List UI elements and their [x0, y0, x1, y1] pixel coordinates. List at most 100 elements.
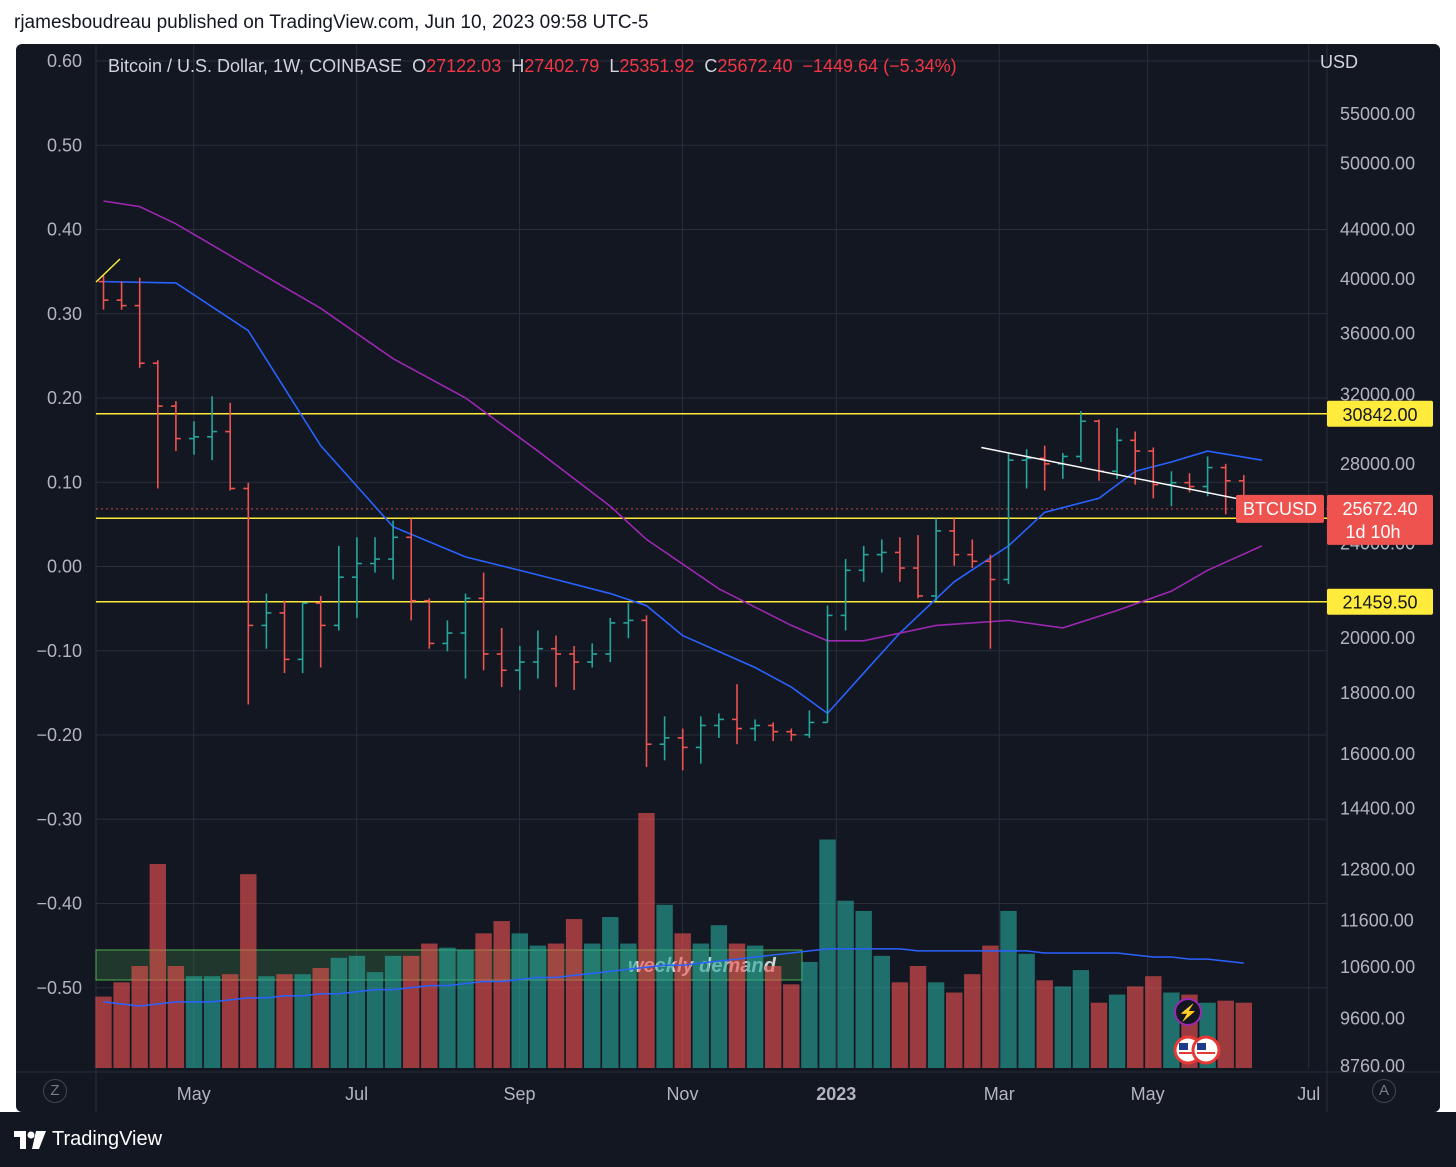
- open-value: 27122.03: [426, 56, 502, 76]
- axes-group: 0.60 0.50 0.40 0.30 0.20 0.10 0.00 −0.10 −0.20 −0…: [36, 51, 1433, 1104]
- ohlc-bar: [243, 482, 254, 705]
- ohlc-bars: [98, 275, 1249, 771]
- price-axis-tick: 14400.00: [1340, 798, 1415, 818]
- ohlc-bar: [967, 539, 978, 569]
- ohlc-bar: [98, 275, 109, 310]
- time-axis-tick: May: [1131, 1084, 1165, 1104]
- volume-bar: [511, 933, 528, 1068]
- ohlc-bar: [677, 728, 688, 771]
- volume-bar: [927, 982, 945, 1068]
- volume-bar: [276, 974, 293, 1068]
- volume-bar: [203, 976, 221, 1068]
- symbol-tag-bg: [1236, 494, 1324, 523]
- volume-bar: [222, 974, 239, 1068]
- zoom-toggle-button[interactable]: Z: [43, 1079, 67, 1103]
- volume-bar: [366, 972, 384, 1068]
- ohlc-bar: [424, 598, 435, 649]
- volume-bar: [891, 982, 909, 1068]
- ohlc-bar: [1220, 463, 1231, 515]
- price-axis-tick: 18000.00: [1340, 683, 1415, 703]
- level-tag-bg: [1327, 400, 1433, 427]
- chart-svg[interactable]: weekly demand ⚡ 0.600.500.400.300.200.10…: [16, 44, 1440, 1112]
- ohlc-bar: [388, 520, 399, 580]
- chart-header: Bitcoin / U.S. Dollar, 1W, COINBASE O271…: [108, 56, 957, 77]
- ohlc-bar: [587, 643, 598, 668]
- time-axis-tick: Jul: [345, 1084, 368, 1104]
- trend-line: [981, 446, 1286, 510]
- time-axis-tick: 2023: [816, 1084, 856, 1104]
- volume-bar: [1018, 953, 1035, 1068]
- ohlc-bar: [315, 595, 326, 668]
- ohlc-bar: [659, 716, 670, 761]
- price-axis-tick: 32000.00: [1340, 385, 1415, 405]
- level-tag: 30842.00: [1342, 405, 1417, 425]
- left-axis-tick: 0.50: [47, 135, 82, 155]
- price-axis-panel: [1327, 44, 1440, 1112]
- ohlc-bar: [605, 617, 616, 663]
- volume-bar: [1036, 980, 1053, 1068]
- volume-bar: [728, 943, 746, 1068]
- ohlc-bar: [496, 627, 507, 688]
- left-axis-tick: −0.10: [36, 641, 82, 661]
- volume-bar: [692, 943, 709, 1068]
- ohlc-bar: [351, 537, 362, 618]
- ohlc-bar: [804, 710, 815, 738]
- volume-bar: [964, 974, 981, 1068]
- overlay-group: ⚡: [95, 258, 1286, 1065]
- ohlc-bar: [261, 593, 272, 649]
- volume-bar: [801, 961, 818, 1068]
- volume-bar: [131, 966, 148, 1068]
- price-axis-tick: 50000.00: [1340, 153, 1415, 173]
- price-axis-tick: 10600.00: [1340, 957, 1415, 977]
- auto-scale-button[interactable]: A: [1372, 1079, 1396, 1103]
- ohlc-bar: [750, 719, 761, 742]
- left-axis-tick: −0.40: [36, 894, 82, 914]
- close-label: C: [704, 56, 718, 76]
- ohlc-bar: [189, 421, 199, 455]
- volume-bar: [602, 917, 619, 1068]
- last-price-tag-bg: [1327, 494, 1433, 545]
- tradingview-logo[interactable]: TradingView: [14, 1128, 162, 1151]
- lightning-icon: ⚡: [1178, 1003, 1198, 1022]
- left-axis-tick: 0.40: [47, 220, 82, 240]
- event-icon: [1174, 998, 1202, 1026]
- volume-bar: [765, 966, 782, 1068]
- ohlc-bar: [225, 402, 236, 491]
- ohlc-bar: [152, 360, 163, 489]
- left-axis-tick: 0.10: [47, 472, 82, 492]
- flag-canton-icon: [1197, 1043, 1206, 1050]
- volume-bar: [855, 910, 872, 1068]
- ohlc-bar: [949, 518, 960, 566]
- left-axis-tick: 0.00: [47, 557, 82, 577]
- low-label: L: [609, 56, 620, 76]
- chart-frame[interactable]: weekly demand ⚡ 0.600.500.400.300.200.10…: [16, 44, 1440, 1112]
- price-axis-tick: 55000.00: [1340, 104, 1415, 124]
- ohlc-bar: [1075, 411, 1086, 463]
- bar-countdown: 1d 10h: [1345, 522, 1400, 542]
- tradingview-logo-icon: [14, 1130, 46, 1149]
- ohlc-bar: [406, 518, 417, 621]
- volume-bar: [330, 957, 347, 1068]
- price-axis-tick: 8760.00: [1340, 1056, 1405, 1076]
- ohlc-bar: [532, 630, 543, 679]
- volume-bar: [113, 982, 130, 1068]
- ohlc-bar: [641, 615, 652, 767]
- moving-averages: [103, 200, 1263, 715]
- volume-bar: [909, 966, 927, 1068]
- volume-bar: [656, 904, 673, 1068]
- volume-bar: [1090, 1002, 1108, 1068]
- volume-bar: [240, 874, 257, 1068]
- volume-bar: [547, 943, 565, 1068]
- currency-label[interactable]: USD: [1319, 52, 1358, 72]
- price-axis-tick: 12800.00: [1340, 859, 1415, 879]
- left-axis-tick: 0.20: [47, 388, 82, 408]
- volume-bar: [1127, 986, 1144, 1068]
- left-axis-tick: −0.30: [36, 809, 82, 829]
- level-tag: 21459.50: [1342, 593, 1417, 613]
- left-axis-tick: −0.20: [36, 725, 82, 745]
- ohlc-bar: [569, 646, 580, 690]
- volume-bar: [982, 945, 999, 1068]
- time-axis-tick: Sep: [504, 1084, 536, 1104]
- low-value: 25351.92: [619, 56, 695, 76]
- volume-bar: [475, 933, 492, 1068]
